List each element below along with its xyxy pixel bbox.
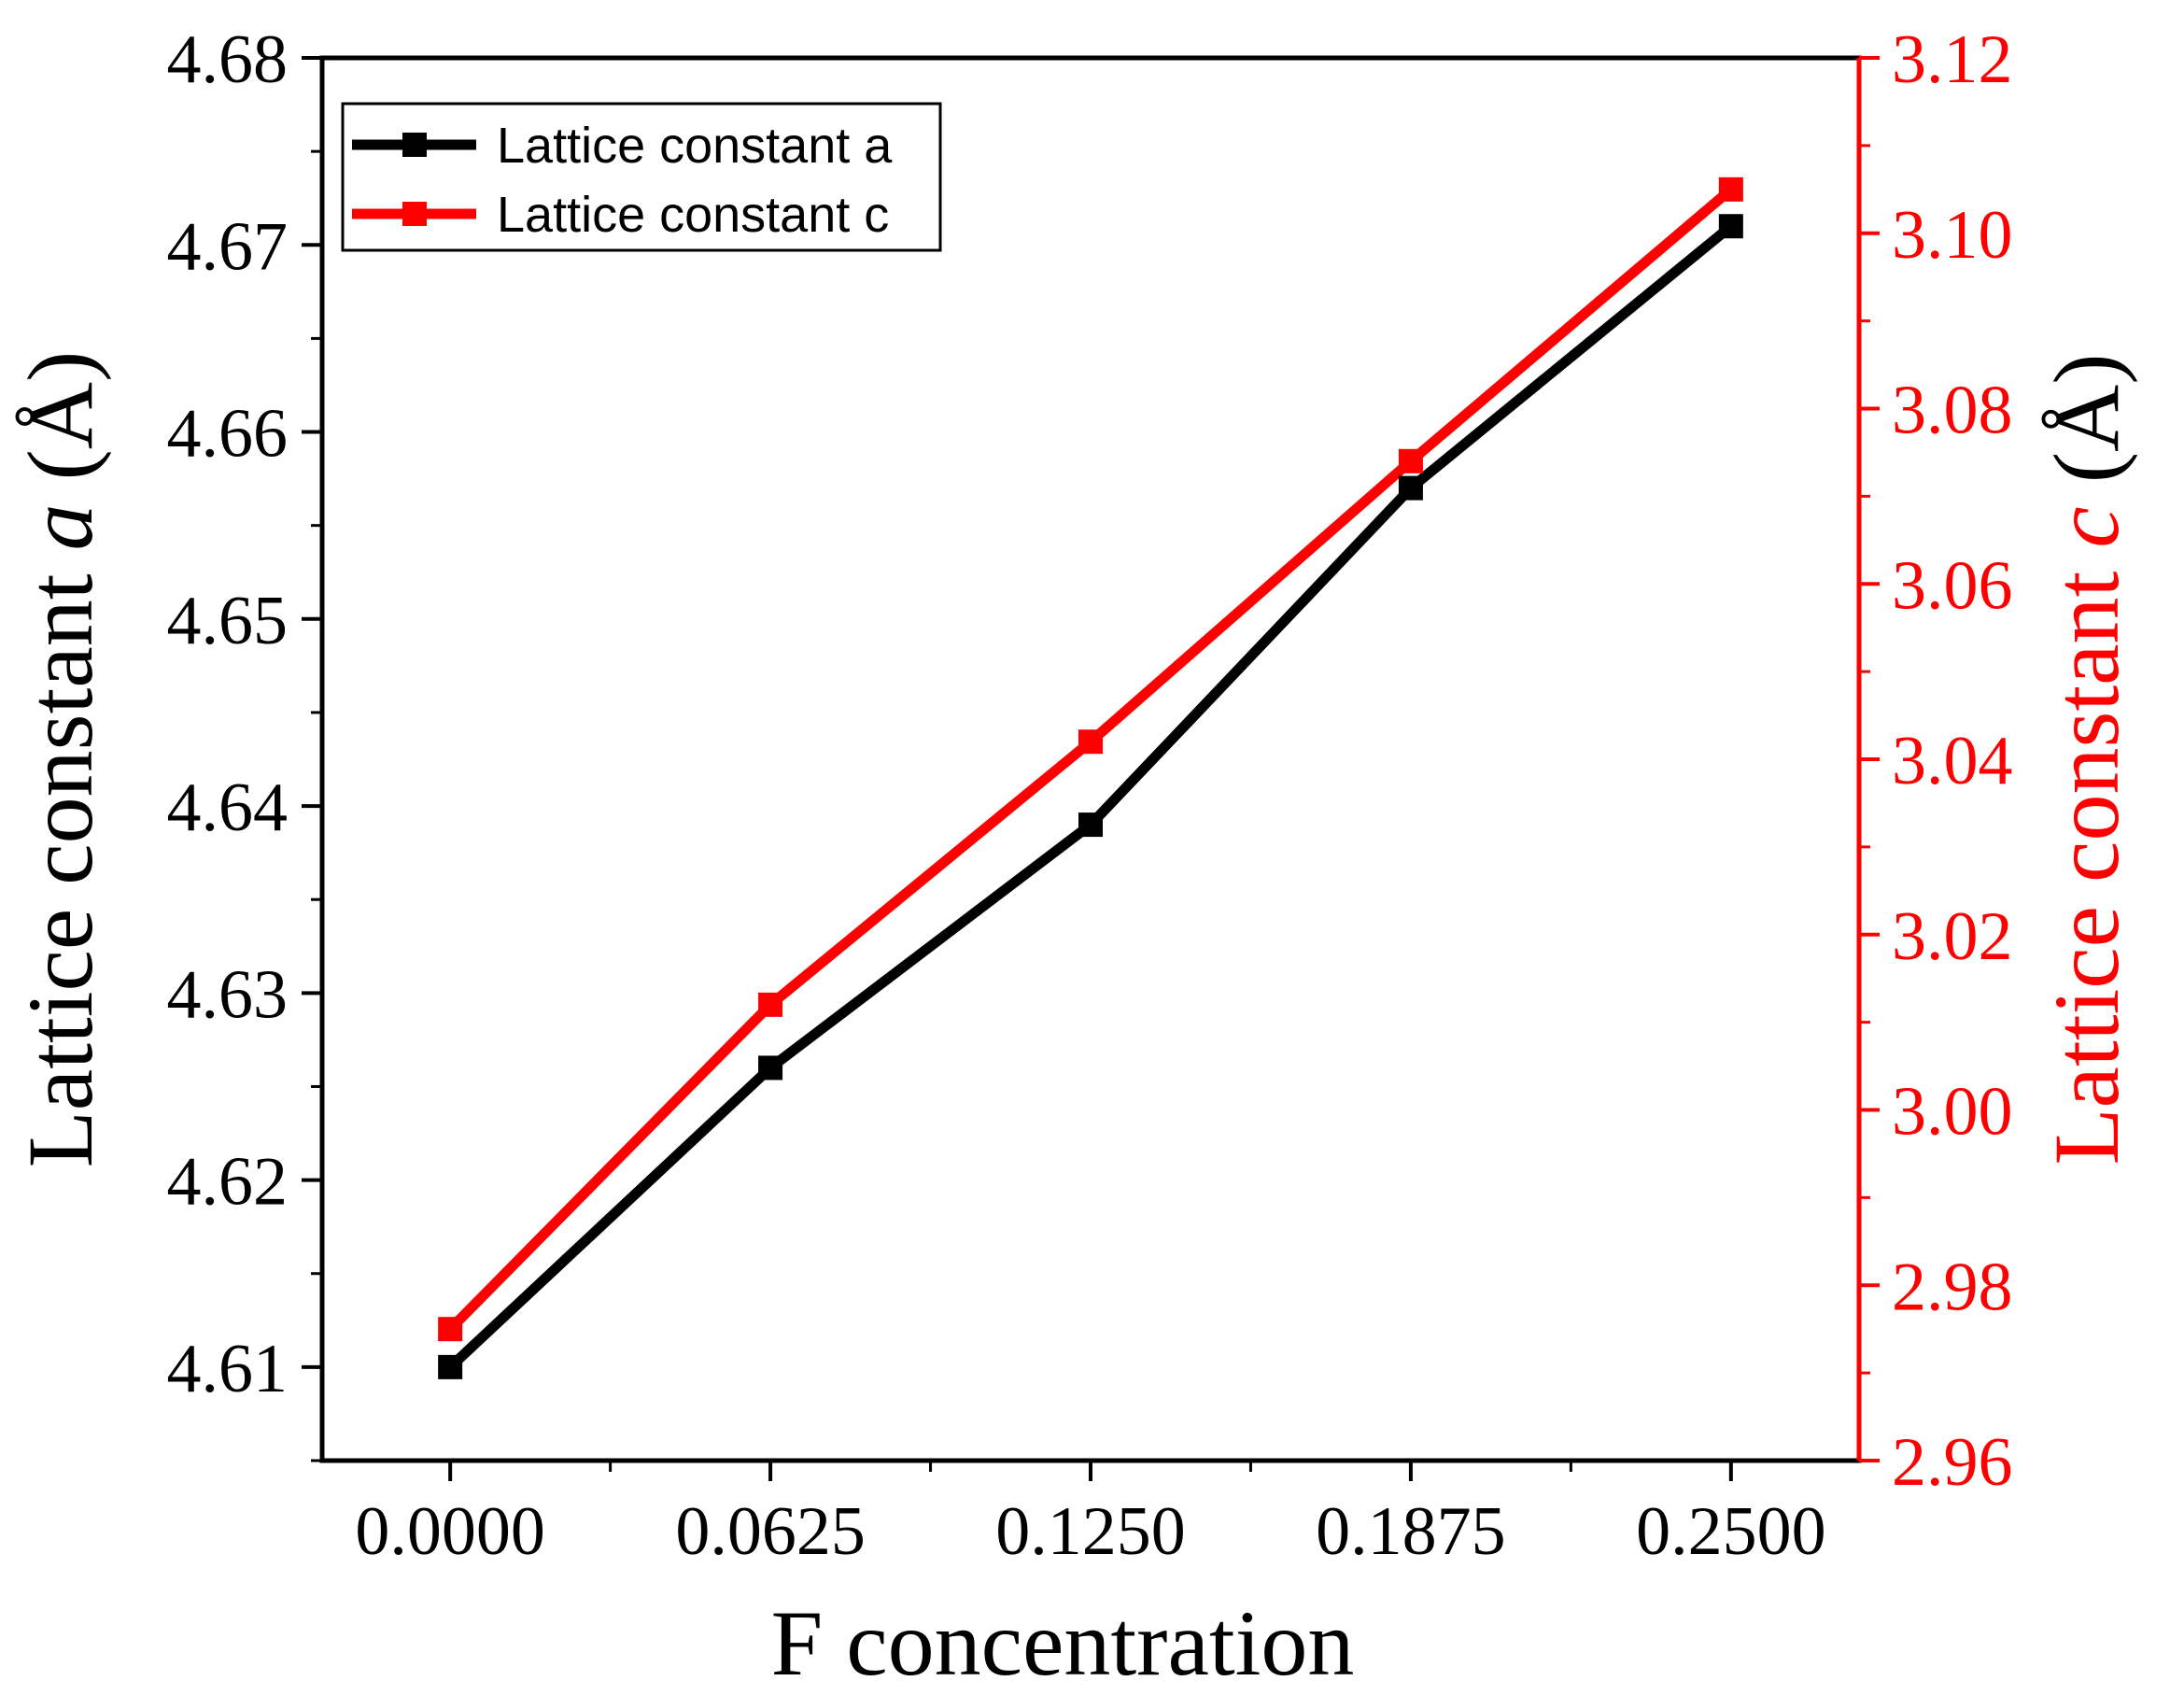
right-y-axis-title-unit: (Å) xyxy=(2035,353,2138,506)
left-tick-label: 4.68 xyxy=(167,21,289,98)
right-tick-label: 3.12 xyxy=(1892,21,2013,98)
x-tick-label: 0.2500 xyxy=(1636,1493,1826,1570)
right-y-axis-ticks: 2.96 2.98 3.00 3.02 3.04 3.06 3.08 3.10 3.12 xyxy=(1859,21,2013,1501)
right-tick-label: 2.96 xyxy=(1892,1424,2013,1501)
legend-label-a: Lattice constant a xyxy=(497,118,893,174)
legend-marker-c xyxy=(402,202,427,226)
right-tick-label: 3.04 xyxy=(1892,723,2013,799)
right-tick-label: 3.02 xyxy=(1892,898,2013,975)
right-tick-label: 3.08 xyxy=(1892,373,2013,449)
data-point-c xyxy=(1718,177,1743,202)
left-tick-label: 4.66 xyxy=(167,396,289,473)
right-tick-label: 3.10 xyxy=(1892,197,2013,274)
right-y-axis-title: Lattice constant c (Å) xyxy=(2035,353,2138,1165)
left-y-axis-title-variable: a xyxy=(8,503,112,550)
left-tick-label: 4.63 xyxy=(167,956,289,1033)
data-point-a xyxy=(758,1055,783,1081)
series-line-c xyxy=(446,185,1735,1334)
left-tick-label: 4.67 xyxy=(167,208,289,285)
data-point-c xyxy=(438,1317,463,1342)
x-tick-label: 0.0000 xyxy=(355,1493,545,1570)
data-point-c xyxy=(1078,729,1103,755)
x-axis-title: F concentration xyxy=(771,1591,1355,1695)
left-tick-label: 4.64 xyxy=(167,770,289,846)
data-point-a xyxy=(1078,812,1103,838)
legend-marker-a xyxy=(402,133,427,157)
left-y-axis-ticks: 4.61 4.62 4.63 4.64 4.65 4.66 4.67 4.68 xyxy=(167,21,322,1462)
x-tick-label: 0.1875 xyxy=(1316,1493,1506,1570)
left-y-axis-title-unit: (Å) xyxy=(8,351,112,504)
x-tick-label: 0.1250 xyxy=(995,1493,1186,1570)
data-point-a xyxy=(1398,475,1423,501)
legend-box xyxy=(341,102,942,252)
right-y-axis-title-prefix: Lattice constant xyxy=(2035,548,2138,1165)
x-axis-ticks: 0.0000 0.0625 0.1250 0.1875 0.2500 xyxy=(355,1461,1826,1570)
left-tick-label: 4.62 xyxy=(167,1144,289,1221)
data-point-c xyxy=(758,992,783,1017)
data-point-a xyxy=(1718,214,1743,239)
data-point-c xyxy=(1398,448,1423,473)
left-y-axis-title: Lattice constant a (Å) xyxy=(8,351,112,1168)
data-point-a xyxy=(438,1354,463,1379)
right-tick-label: 3.06 xyxy=(1892,547,2013,624)
right-tick-label: 3.00 xyxy=(1892,1074,2013,1151)
legend-label-c: Lattice constant c xyxy=(497,187,889,243)
right-tick-label: 2.98 xyxy=(1892,1249,2013,1325)
right-y-axis-title-variable: c xyxy=(2035,506,2138,547)
left-y-axis-title-prefix: Lattice constant xyxy=(8,550,112,1167)
left-tick-label: 4.65 xyxy=(167,583,289,659)
x-tick-label: 0.0625 xyxy=(675,1493,866,1570)
series-layer xyxy=(438,177,1743,1379)
plot-frame xyxy=(319,55,1862,1463)
legend: Lattice constant a Lattice constant c xyxy=(341,102,942,252)
series-line-a xyxy=(446,221,1735,1371)
left-tick-label: 4.61 xyxy=(167,1331,289,1407)
